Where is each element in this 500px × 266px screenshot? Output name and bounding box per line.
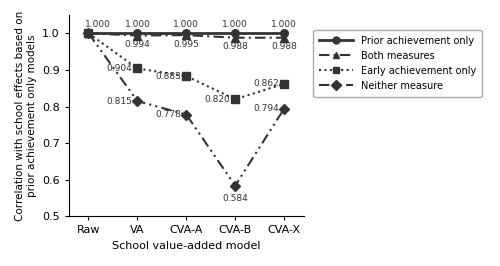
Text: 0.794: 0.794 xyxy=(254,104,279,113)
Text: 0.994: 0.994 xyxy=(124,40,150,49)
Text: 0.988: 0.988 xyxy=(222,43,248,51)
Y-axis label: Correlation with school effects based on
prior achievement only models: Correlation with school effects based on… xyxy=(15,11,36,221)
Text: 0.862: 0.862 xyxy=(254,79,279,88)
Text: 1.000: 1.000 xyxy=(222,20,248,29)
Legend: Prior achievement only, Both measures, Early achievement only, Neither measure: Prior achievement only, Both measures, E… xyxy=(313,30,482,97)
Text: 0.988: 0.988 xyxy=(271,43,297,51)
Text: 0.778: 0.778 xyxy=(156,110,182,119)
Text: 0.815: 0.815 xyxy=(106,97,132,106)
Text: 1.000: 1.000 xyxy=(124,20,150,29)
Text: 1.000: 1.000 xyxy=(271,20,297,29)
Text: 0.995: 0.995 xyxy=(174,40,199,49)
Text: 1.000: 1.000 xyxy=(174,20,199,29)
Text: 0.883: 0.883 xyxy=(156,72,182,81)
Text: 0.820: 0.820 xyxy=(204,95,231,104)
Text: 0.904: 0.904 xyxy=(107,64,132,73)
X-axis label: School value-added model: School value-added model xyxy=(112,241,260,251)
Text: 1.000: 1.000 xyxy=(84,20,110,29)
Text: 0.584: 0.584 xyxy=(222,194,248,203)
